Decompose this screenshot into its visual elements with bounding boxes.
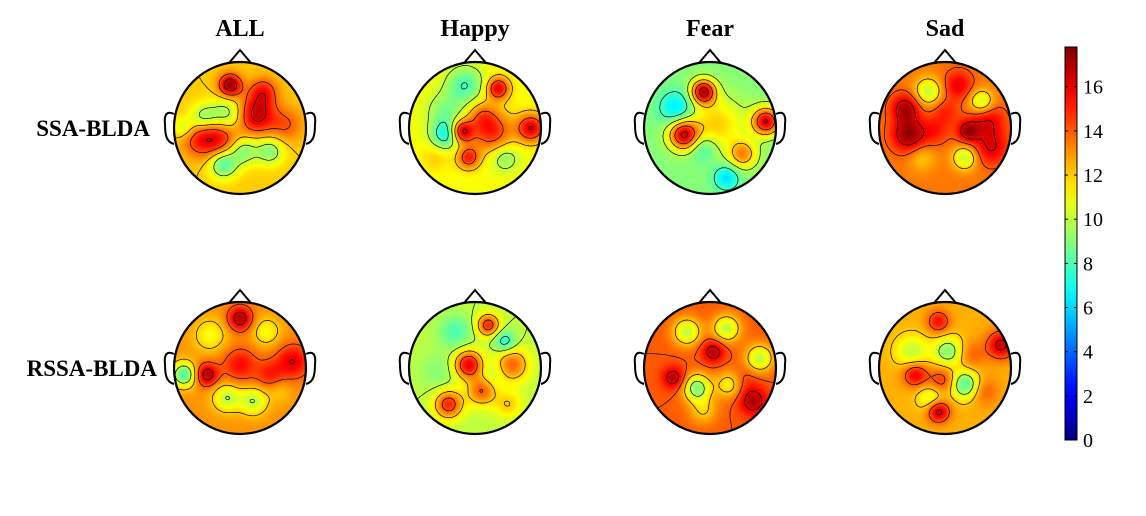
contour-lines (409, 302, 528, 419)
right-ear-icon (775, 111, 787, 145)
colorbar-tick-label: 12 (1083, 165, 1103, 187)
colorbar-tick-label: 4 (1083, 342, 1093, 364)
topomap-ssa-blda-all (163, 48, 317, 196)
column-title-happy: Happy (440, 16, 509, 42)
colorbar-tick-label: 8 (1083, 253, 1093, 275)
right-ear-icon (1010, 111, 1022, 145)
colorbar-tick-label: 14 (1083, 121, 1103, 143)
topomap-ssa-blda-fear (633, 48, 787, 196)
row-labels: SSA-BLDA RSSA-BLDA (27, 116, 158, 381)
nose-icon (698, 48, 722, 64)
left-ear-icon (398, 111, 410, 145)
nose-icon (933, 48, 957, 64)
topomap-grid (163, 48, 1022, 436)
row-label-rssa-blda: RSSA-BLDA (27, 356, 158, 381)
head-outline (407, 300, 543, 436)
row-label-ssa-blda: SSA-BLDA (36, 116, 150, 141)
colorbar-gradient (1064, 46, 1078, 441)
contour-lines (883, 66, 1011, 170)
head-outline (877, 60, 1013, 196)
right-ear-icon (305, 351, 317, 385)
topomap-ssa-blda-sad (868, 48, 1022, 196)
head-outline (642, 300, 778, 436)
nose-icon (463, 48, 487, 64)
left-ear-icon (633, 111, 645, 145)
topomap-surface (174, 62, 306, 194)
contour-lines (174, 303, 306, 417)
colorbar-tick-label: 6 (1083, 298, 1093, 320)
nose-icon (933, 288, 957, 304)
column-title-sad: Sad (926, 16, 965, 42)
right-ear-icon (540, 351, 552, 385)
contour-lines (644, 316, 776, 434)
left-ear-icon (868, 351, 880, 385)
head-outline (172, 300, 308, 436)
nose-icon (698, 288, 722, 304)
head-outline (877, 300, 1013, 436)
colorbar-tick-label: 16 (1083, 77, 1103, 99)
colorbar-tick-label: 10 (1083, 209, 1103, 231)
colorbar: 0 2 4 6 8 10 12 14 16 (1064, 46, 1103, 452)
topomap-rssa-blda-all (163, 288, 317, 436)
left-ear-icon (868, 111, 880, 145)
nose-icon (228, 288, 252, 304)
topomap-rssa-blda-happy (398, 288, 552, 436)
nose-icon (463, 288, 487, 304)
head-outline (172, 60, 308, 196)
right-ear-icon (305, 111, 317, 145)
topomap-surface (174, 302, 306, 434)
column-title-all: ALL (215, 16, 264, 42)
right-ear-icon (1010, 351, 1022, 385)
head-outline (407, 60, 543, 196)
column-title-fear: Fear (686, 16, 734, 42)
column-titles: ALL Happy Fear Sad (215, 16, 965, 42)
topomap-surface (879, 62, 1011, 194)
topomap-surface (409, 302, 541, 434)
left-ear-icon (163, 351, 175, 385)
contour-lines (427, 65, 541, 172)
left-ear-icon (633, 351, 645, 385)
topomap-ssa-blda-happy (398, 48, 552, 196)
colorbar-tick-label: 2 (1083, 386, 1093, 408)
right-ear-icon (540, 111, 552, 145)
head-outline (642, 60, 778, 196)
contour-lines (659, 73, 776, 191)
topomap-surface (879, 302, 1011, 434)
left-ear-icon (163, 111, 175, 145)
right-ear-icon (775, 351, 787, 385)
nose-icon (228, 48, 252, 64)
topomap-rssa-blda-sad (868, 288, 1022, 436)
left-ear-icon (398, 351, 410, 385)
contour-lines (890, 312, 1011, 423)
topomap-rssa-blda-fear (633, 288, 787, 436)
topomap-surface (644, 302, 776, 434)
colorbar-tick-label: 0 (1083, 430, 1093, 452)
